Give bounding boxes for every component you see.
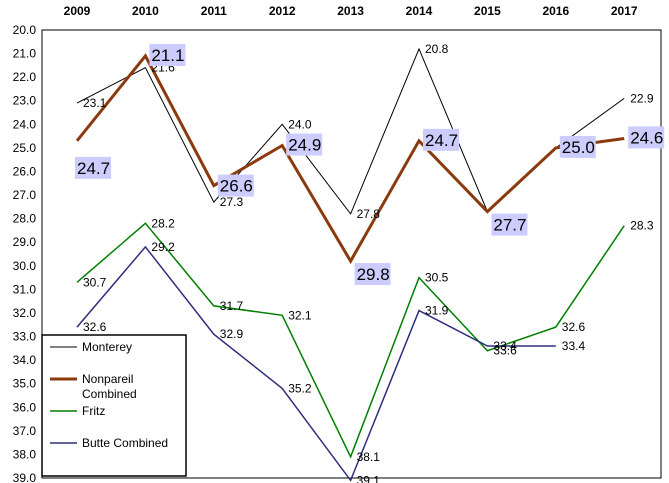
data-label: 23.1 — [83, 96, 107, 110]
y-tick-label: 31.0 — [13, 282, 37, 296]
y-tick-label: 21.0 — [13, 47, 37, 61]
x-tick-label: 2014 — [406, 4, 433, 18]
data-label: 39.1 — [357, 473, 381, 483]
legend-label-nonpareil-combined: Nonpareil Combined — [82, 372, 137, 401]
data-label: 21.1 — [151, 46, 184, 65]
data-label: 29.8 — [357, 265, 390, 284]
data-label: 32.1 — [288, 308, 312, 322]
y-tick-label: 28.0 — [13, 212, 37, 226]
y-tick-label: 33.0 — [13, 330, 37, 344]
x-tick-label: 2015 — [474, 4, 501, 18]
data-label-box — [286, 133, 323, 156]
series-line-butte-combined — [76, 245, 556, 482]
legend-label-monterey: Monterey — [82, 340, 132, 354]
x-tick-label: 2009 — [64, 4, 91, 18]
legend-label-butte-combined: Butte Combined — [82, 436, 168, 450]
series-line-fritz — [76, 222, 625, 459]
y-tick-label: 29.0 — [13, 235, 37, 249]
y-tick-label: 35.0 — [13, 377, 37, 391]
data-label: 32.6 — [83, 320, 107, 334]
data-label-box — [149, 43, 186, 66]
data-labels: 23.121.627.324.027.820.822.924.721.126.6… — [75, 42, 665, 483]
data-label: 24.0 — [288, 117, 312, 131]
y-tick-label: 38.0 — [13, 447, 37, 461]
data-label: 24.9 — [288, 136, 321, 155]
data-label: 28.2 — [151, 216, 175, 230]
data-label: 33.4 — [562, 339, 586, 353]
legend-box — [41, 334, 187, 477]
y-tick-label: 39.0 — [13, 471, 37, 483]
legend: Monterey Nonpareil Combined Fritz Butte Comb… — [41, 334, 187, 477]
data-label: 25.0 — [562, 138, 595, 157]
x-tick-label: 2012 — [269, 4, 296, 18]
y-tick-label: 22.0 — [13, 70, 37, 84]
y-axis: 20.0 21.0 22.0 23.0 24.0 25.0 26.0 27.0 28.0 29.0… — [13, 23, 37, 483]
data-label: 24.7 — [425, 131, 458, 150]
data-label: 24.6 — [630, 128, 663, 147]
data-label: 29.2 — [151, 240, 175, 254]
data-label: 27.3 — [220, 195, 244, 209]
data-label-box — [491, 213, 528, 236]
data-label-box — [75, 156, 111, 179]
series-lines — [75, 47, 625, 482]
data-label: 31.9 — [425, 304, 449, 318]
y-tick-label: 30.0 — [13, 259, 37, 273]
data-label: 35.2 — [288, 381, 312, 395]
data-label: 33.6 — [493, 344, 517, 358]
x-tick-label: 2013 — [337, 4, 364, 18]
x-axis: 2009 2010 2011 2012 2013 2014 2015 2016 2017 — [64, 4, 638, 18]
x-tick-label: 2017 — [611, 4, 638, 18]
data-label: 27.8 — [357, 207, 381, 221]
data-label: 32.9 — [220, 327, 244, 341]
y-tick-label: 36.0 — [13, 400, 37, 414]
y-tick-label: 26.0 — [13, 164, 37, 178]
y-tick-label: 32.0 — [13, 306, 37, 320]
data-label: 30.5 — [425, 271, 449, 285]
x-tick-label: 2010 — [132, 4, 159, 18]
data-label: 20.8 — [425, 42, 449, 56]
data-label: 31.7 — [220, 299, 244, 313]
data-label: 24.7 — [77, 159, 110, 178]
y-tick-label: 37.0 — [13, 424, 37, 438]
data-label: 27.7 — [493, 216, 526, 235]
data-label: 28.3 — [630, 219, 654, 233]
data-label-box — [354, 263, 391, 286]
x-tick-label: 2011 — [201, 4, 227, 18]
data-label: 38.1 — [357, 450, 381, 464]
data-label: 30.7 — [83, 275, 107, 289]
data-label: 26.6 — [220, 177, 253, 196]
data-label-box — [217, 174, 254, 197]
y-tick-label: 20.0 — [13, 23, 37, 37]
data-label-box — [423, 128, 459, 151]
y-tick-label: 34.0 — [13, 353, 37, 367]
data-label: 32.6 — [562, 320, 586, 334]
data-label: 33.4 — [493, 339, 517, 353]
y-tick-label: 27.0 — [13, 188, 37, 202]
series-line-nonpareil-combined — [75, 53, 625, 265]
y-tick-label: 25.0 — [13, 141, 37, 155]
x-tick-label: 2016 — [542, 4, 569, 18]
data-label: 22.9 — [630, 91, 654, 105]
legend-label-fritz: Fritz — [82, 404, 105, 418]
data-label-box — [628, 126, 665, 149]
y-tick-label: 24.0 — [13, 117, 37, 131]
data-label-box — [559, 135, 596, 158]
y-tick-label: 23.0 — [13, 94, 37, 108]
